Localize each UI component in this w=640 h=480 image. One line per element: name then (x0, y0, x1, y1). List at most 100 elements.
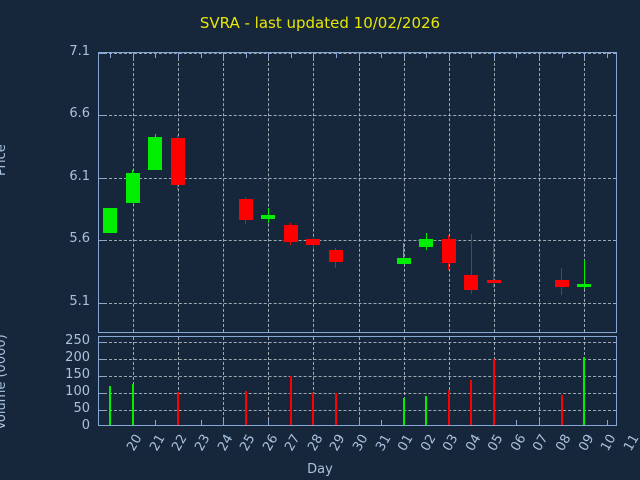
volume-bar (583, 357, 586, 425)
price-gridline (99, 53, 616, 54)
volume-bar (312, 393, 315, 425)
candle-body (577, 284, 592, 288)
volume-tick-label: 0 (81, 418, 90, 433)
day-tick (335, 53, 337, 58)
candle-body (125, 172, 140, 203)
day-gridline (177, 53, 179, 332)
day-gridline (539, 337, 541, 425)
day-tick (516, 420, 518, 425)
day-tick-label: 31 (372, 432, 395, 454)
day-tick-label: 10 (598, 432, 620, 454)
day-tick (313, 53, 315, 58)
volume-bar (470, 380, 473, 425)
volume-plot-inner (99, 337, 616, 425)
day-gridline (268, 337, 270, 425)
price-plot-inner (99, 53, 616, 332)
day-gridline (177, 337, 179, 425)
day-gridline (403, 337, 405, 425)
day-tick (606, 420, 608, 425)
day-tick (223, 53, 225, 58)
day-tick (155, 420, 157, 425)
day-gridline (223, 337, 225, 425)
day-tick-label: 20 (124, 432, 146, 454)
candle-body (103, 207, 118, 233)
day-gridline (539, 53, 541, 332)
day-tick (155, 53, 157, 58)
volume-gridline (99, 376, 616, 378)
day-tick (290, 53, 292, 58)
volume-bar (244, 391, 247, 425)
day-tick-label: 06 (508, 432, 530, 454)
volume-tick (99, 376, 104, 378)
day-tick-label: 11 (620, 432, 640, 454)
day-tick-label: 08 (553, 432, 575, 454)
candle-wick (403, 242, 405, 265)
price-tick-label: 5.6 (69, 231, 90, 247)
candle-wick (493, 242, 495, 288)
day-tick (245, 53, 247, 58)
day-gridline (268, 53, 270, 332)
candle-body (238, 199, 253, 221)
day-gridline (313, 337, 315, 425)
day-tick (539, 420, 541, 425)
price-tick (99, 115, 104, 117)
day-tick-label: 02 (417, 432, 440, 454)
candle-body (396, 257, 411, 265)
day-tick-label: 24 (214, 432, 237, 454)
day-tick-label: 28 (305, 432, 327, 454)
day-tick (561, 53, 563, 58)
volume-bar (109, 386, 112, 425)
volume-tick-label: 250 (65, 333, 90, 349)
volume-bar (560, 394, 563, 425)
volume-tick (99, 393, 104, 395)
price-gridline (99, 177, 616, 179)
day-tick-label: 04 (463, 432, 485, 454)
volume-bar (334, 393, 337, 425)
day-tick-label: 29 (327, 432, 349, 454)
day-tick (606, 53, 608, 58)
day-gridline (132, 337, 134, 425)
volume-tick-label: 50 (73, 401, 90, 417)
candle-body (148, 136, 163, 171)
day-tick (358, 53, 360, 58)
day-tick-label: 03 (440, 432, 462, 454)
day-gridline (313, 53, 315, 332)
candle-wick (583, 260, 585, 290)
day-tick-label: 01 (395, 432, 417, 454)
volume-gridline (99, 410, 616, 412)
day-tick (493, 53, 495, 58)
volume-bar (176, 391, 179, 425)
day-tick-label: 05 (485, 432, 507, 454)
price-tick (99, 302, 104, 304)
day-tick-label: 23 (192, 432, 214, 454)
day-tick-label: 30 (350, 432, 372, 454)
volume-bar (492, 359, 495, 425)
day-tick-label: 09 (575, 432, 598, 454)
volume-bar (131, 383, 134, 425)
day-tick-label: 25 (237, 432, 259, 454)
day-tick-label: 07 (530, 432, 552, 454)
volume-gridline (99, 342, 616, 344)
volume-tick (99, 359, 104, 361)
candle-body (419, 239, 434, 247)
price-tick-label: 5.1 (69, 293, 90, 309)
price-gridline (99, 240, 616, 242)
volume-bar (402, 398, 405, 425)
candle-body (328, 250, 343, 262)
day-tick (539, 53, 541, 58)
day-tick (358, 420, 360, 425)
day-tick-label: 26 (259, 432, 282, 454)
candle-body (261, 215, 276, 220)
volume-tick (99, 342, 104, 344)
day-axis-title: Day (307, 462, 333, 477)
volume-tick (99, 410, 104, 412)
day-tick (268, 53, 270, 58)
candle-body (283, 225, 298, 242)
day-tick (403, 53, 405, 58)
candle-wick (470, 234, 472, 295)
price-gridline (99, 115, 616, 117)
price-tick (99, 53, 104, 54)
candle-body (306, 239, 321, 246)
day-gridline (448, 337, 450, 425)
